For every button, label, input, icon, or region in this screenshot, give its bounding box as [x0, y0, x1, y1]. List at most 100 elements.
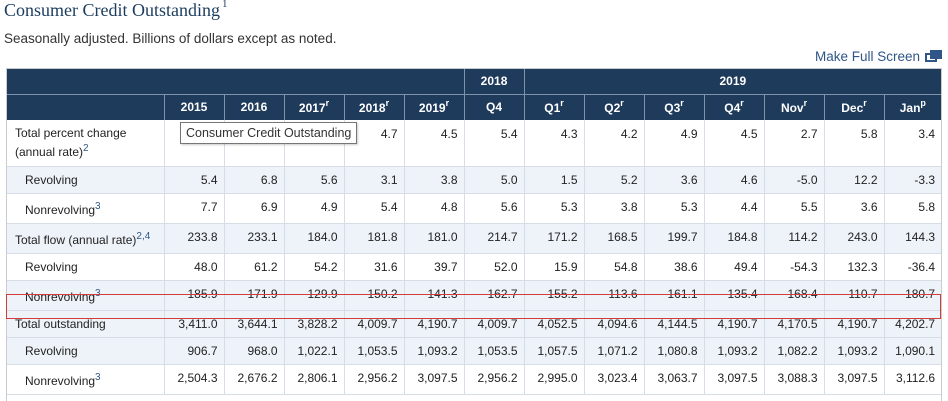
column-header-mark[interactable]: r	[325, 98, 330, 109]
table-cell: 3,828.2	[284, 310, 345, 338]
table-cell: 1,071.2	[584, 337, 645, 365]
column-header-mark[interactable]: r	[560, 98, 564, 109]
table-cell: 39.7	[404, 253, 465, 281]
row-label: Revolving	[7, 166, 165, 194]
table-cell: 114.2	[764, 223, 825, 254]
table-cell: -54.3	[764, 253, 825, 281]
table-cell: 3,411.0	[164, 310, 225, 338]
table-cell: 5.4	[464, 120, 525, 167]
title-footnote[interactable]: 1	[221, 0, 228, 10]
table-cell: 2,504.3	[164, 364, 225, 395]
column-header-mark[interactable]: r	[740, 98, 744, 109]
table-cell: 3.8	[584, 193, 645, 224]
table-cell: 184.8	[704, 223, 765, 254]
header-group-2019: 2019	[524, 69, 942, 95]
table-cell: 1,093.2	[824, 337, 885, 365]
table-cell: 135.4	[704, 280, 765, 311]
table-row: Nonrevolving3 185.9 171.9 129.9 150.2 141.3 16…	[7, 280, 942, 311]
table-cell: 5.8	[824, 120, 885, 167]
column-header-label: Q3	[664, 101, 681, 116]
table-cell: 233.1	[224, 223, 285, 254]
row-label: Revolving	[7, 253, 165, 281]
column-header-mark[interactable]: p	[920, 98, 926, 109]
table-cell: 4.2	[584, 120, 645, 167]
table-cell: 5.3	[524, 193, 585, 224]
table-cell: 132.3	[824, 253, 885, 281]
row-label: Total flow (annual rate)2,4	[7, 223, 165, 254]
table-cell: 129.9	[284, 280, 345, 311]
table-row: Nonrevolving3 7.7 6.9 4.9 5.4 4.8 5.6 5.3 3.8 5.3…	[7, 193, 942, 224]
row-label-text: Total outstanding	[15, 316, 106, 331]
column-header: Novr	[764, 94, 825, 120]
table-cell: 199.7	[644, 223, 705, 254]
row-footnote-link[interactable]: 3	[95, 371, 101, 383]
column-header-label: Q2	[604, 101, 621, 116]
table-cell: 155.2	[524, 280, 585, 311]
table-cell: 168.5	[584, 223, 645, 254]
table-cell: 4.9	[284, 193, 345, 224]
column-header: 2018r	[344, 94, 405, 120]
table-cell: 181.0	[404, 223, 465, 254]
table-cell: 243.0	[824, 223, 885, 254]
table-cell: 1.5	[524, 166, 585, 194]
row-label: Nonrevolving3	[7, 364, 165, 395]
consumer-credit-table: 2018 2019 2015 2016 2017r 2018r 2019r Q4 Q1r Q2…	[7, 69, 942, 395]
column-header-mark[interactable]: r	[620, 98, 624, 109]
table-cell: 38.6	[644, 253, 705, 281]
table-cell: 4.5	[404, 120, 465, 167]
column-header: 2017r	[284, 94, 345, 120]
column-header-mark[interactable]: r	[385, 98, 390, 109]
make-full-screen-label[interactable]: Make Full Screen	[814, 49, 920, 64]
column-header: Janp	[884, 94, 942, 120]
table-cell: 144.3	[884, 223, 942, 254]
table-cell: 2,995.0	[524, 364, 585, 395]
table-cell: 1,093.2	[704, 337, 765, 365]
table-cell: 4,202.7	[884, 310, 942, 338]
table-cell: 5.6	[284, 166, 345, 194]
table-row: Total percent change (annual rate)2 4.7 4.5…	[7, 120, 942, 167]
table-frame	[6, 68, 942, 401]
column-header-mark[interactable]: r	[680, 98, 684, 109]
column-header: Q4	[464, 94, 525, 120]
full-screen-icon[interactable]	[925, 50, 942, 63]
table-row: Total flow (annual rate)2,4 233.8 233.1 184…	[7, 223, 942, 254]
table-cell: 162.7	[464, 280, 525, 311]
table-cell: 5.5	[764, 193, 825, 224]
row-footnote-link[interactable]: 2,4	[136, 230, 151, 242]
table-cell: 6.9	[224, 193, 285, 224]
column-header-label: 2015	[180, 100, 208, 115]
table-cell: 54.8	[584, 253, 645, 281]
table-cell: 1,080.8	[644, 337, 705, 365]
table-cell: 150.2	[344, 280, 405, 311]
column-header-mark[interactable]: r	[863, 98, 867, 109]
column-header-mark[interactable]: r	[445, 98, 450, 109]
column-header-mark[interactable]: r	[803, 98, 808, 109]
table-cell: 4,094.6	[584, 310, 645, 338]
table-cell: 5.6	[464, 193, 525, 224]
row-footnote-link[interactable]: 3	[95, 287, 101, 299]
make-full-screen-button[interactable]: Make Full Screen	[815, 49, 942, 64]
row-label: Nonrevolving3	[7, 280, 165, 311]
table-cell: 3.6	[824, 193, 885, 224]
table-cell: 141.3	[404, 280, 465, 311]
table-cell: 4,190.7	[704, 310, 765, 338]
row-label-text-line2: (annual rate)	[15, 145, 84, 159]
row-footnote-link[interactable]: 2	[83, 143, 89, 154]
row-label: Total percent change (annual rate)2	[7, 120, 165, 167]
table-cell: 1,090.1	[884, 337, 942, 365]
table-cell: 49.4	[704, 253, 765, 281]
table-cell: 1,082.2	[764, 337, 825, 365]
table-cell: 110.7	[824, 280, 885, 311]
table-cell: 1,093.2	[404, 337, 465, 365]
table-row: Nonrevolving3 2,504.3 2,676.2 2,806.1 2,956.…	[7, 364, 942, 395]
tooltip: Consumer Credit Outstanding	[180, 122, 358, 144]
table-cell: 968.0	[224, 337, 285, 365]
table-cell: 4,009.7	[464, 310, 525, 338]
subtitle: Seasonally adjusted. Billions of dollars…	[4, 31, 337, 46]
table-cell: 5.4	[164, 166, 225, 194]
column-header-label: Dec	[841, 101, 864, 116]
row-footnote-link[interactable]: 3	[95, 200, 101, 212]
table-cell: 1,022.1	[284, 337, 345, 365]
row-label-text: Revolving	[25, 343, 78, 358]
table-cell: 185.9	[164, 280, 225, 311]
